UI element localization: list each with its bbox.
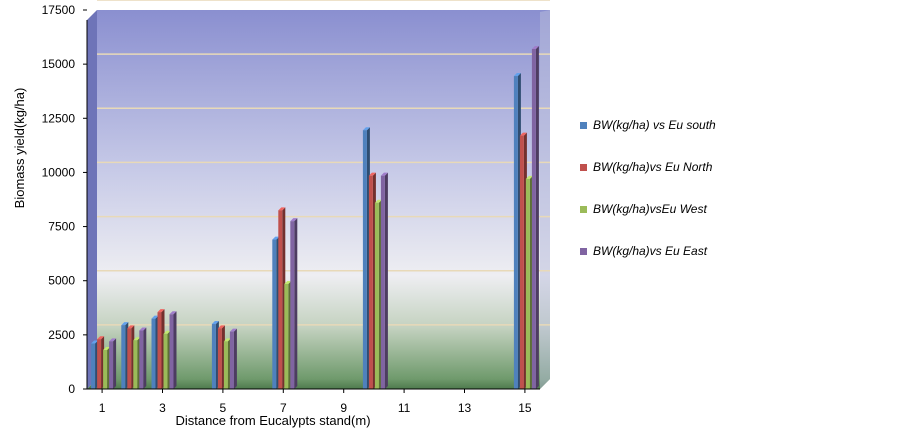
bar — [157, 309, 165, 389]
right-edge — [540, 10, 550, 389]
bar — [380, 172, 388, 389]
bar — [229, 328, 237, 389]
legend-label: BW(kg/ha)vsEu West — [593, 202, 707, 216]
y-axis-title: Biomass yield(kg/ha) — [12, 88, 27, 209]
bar — [223, 338, 231, 389]
x-tick-label: 15 — [518, 401, 532, 415]
y-tick-label: 17500 — [42, 3, 76, 17]
x-tick-label: 1 — [99, 401, 106, 415]
bar — [139, 327, 147, 389]
bar — [368, 172, 376, 389]
bar — [91, 340, 99, 389]
legend-item: BW(kg/ha)vs Eu East — [580, 244, 708, 258]
x-tick-label: 9 — [340, 401, 347, 415]
back-wall — [97, 10, 550, 379]
bar — [519, 132, 527, 389]
y-tick-label: 15000 — [42, 57, 76, 71]
legend-item: BW(kg/ha)vsEu West — [580, 202, 707, 216]
legend-label: BW(kg/ha) vs Eu south — [593, 118, 716, 132]
y-tick-label: 10000 — [42, 165, 76, 179]
bar — [217, 325, 225, 389]
x-tick-label: 3 — [159, 401, 166, 415]
legend-label: BW(kg/ha)vs Eu North — [593, 160, 713, 174]
bar — [109, 338, 117, 389]
x-axis-title: Distance from Eucalypts stand(m) — [175, 413, 370, 428]
bar — [531, 45, 539, 390]
bar — [278, 207, 286, 389]
bar — [525, 175, 533, 389]
bar — [163, 330, 171, 389]
legend-swatch — [580, 206, 587, 213]
legend-swatch — [580, 164, 587, 171]
bar — [127, 325, 135, 389]
floor — [87, 379, 550, 389]
x-tick-label: 5 — [220, 401, 227, 415]
legend-item: BW(kg/ha)vs Eu North — [580, 160, 713, 174]
bar — [284, 280, 292, 389]
y-tick-label: 5000 — [48, 274, 75, 288]
bar — [362, 127, 370, 389]
bar — [272, 236, 280, 389]
y-tick-label: 2500 — [48, 328, 75, 342]
bar — [121, 322, 129, 389]
y-tick-label: 12500 — [42, 111, 76, 125]
x-tick-label: 13 — [458, 401, 472, 415]
bar — [211, 321, 219, 389]
gridlines — [97, 0, 550, 326]
bars — [91, 45, 539, 390]
bar — [169, 311, 177, 389]
legend-swatch — [580, 248, 587, 255]
bar — [97, 336, 105, 389]
y-tick-label: 7500 — [48, 220, 75, 234]
bar — [151, 315, 159, 389]
y-tick-label: 0 — [68, 382, 75, 396]
x-tick-label: 11 — [398, 401, 411, 415]
x-tick-label: 7 — [280, 401, 287, 415]
side-wall — [87, 10, 97, 389]
legend-label: BW(kg/ha)vs Eu East — [593, 244, 708, 258]
bar — [103, 347, 111, 389]
bar — [374, 199, 382, 389]
bar — [290, 218, 298, 389]
legend: BW(kg/ha) vs Eu south BW(kg/ha)vs Eu Nort… — [580, 118, 716, 258]
bar — [133, 337, 141, 389]
bar — [513, 73, 521, 389]
legend-item: BW(kg/ha) vs Eu south — [580, 118, 716, 132]
legend-swatch — [580, 122, 587, 129]
